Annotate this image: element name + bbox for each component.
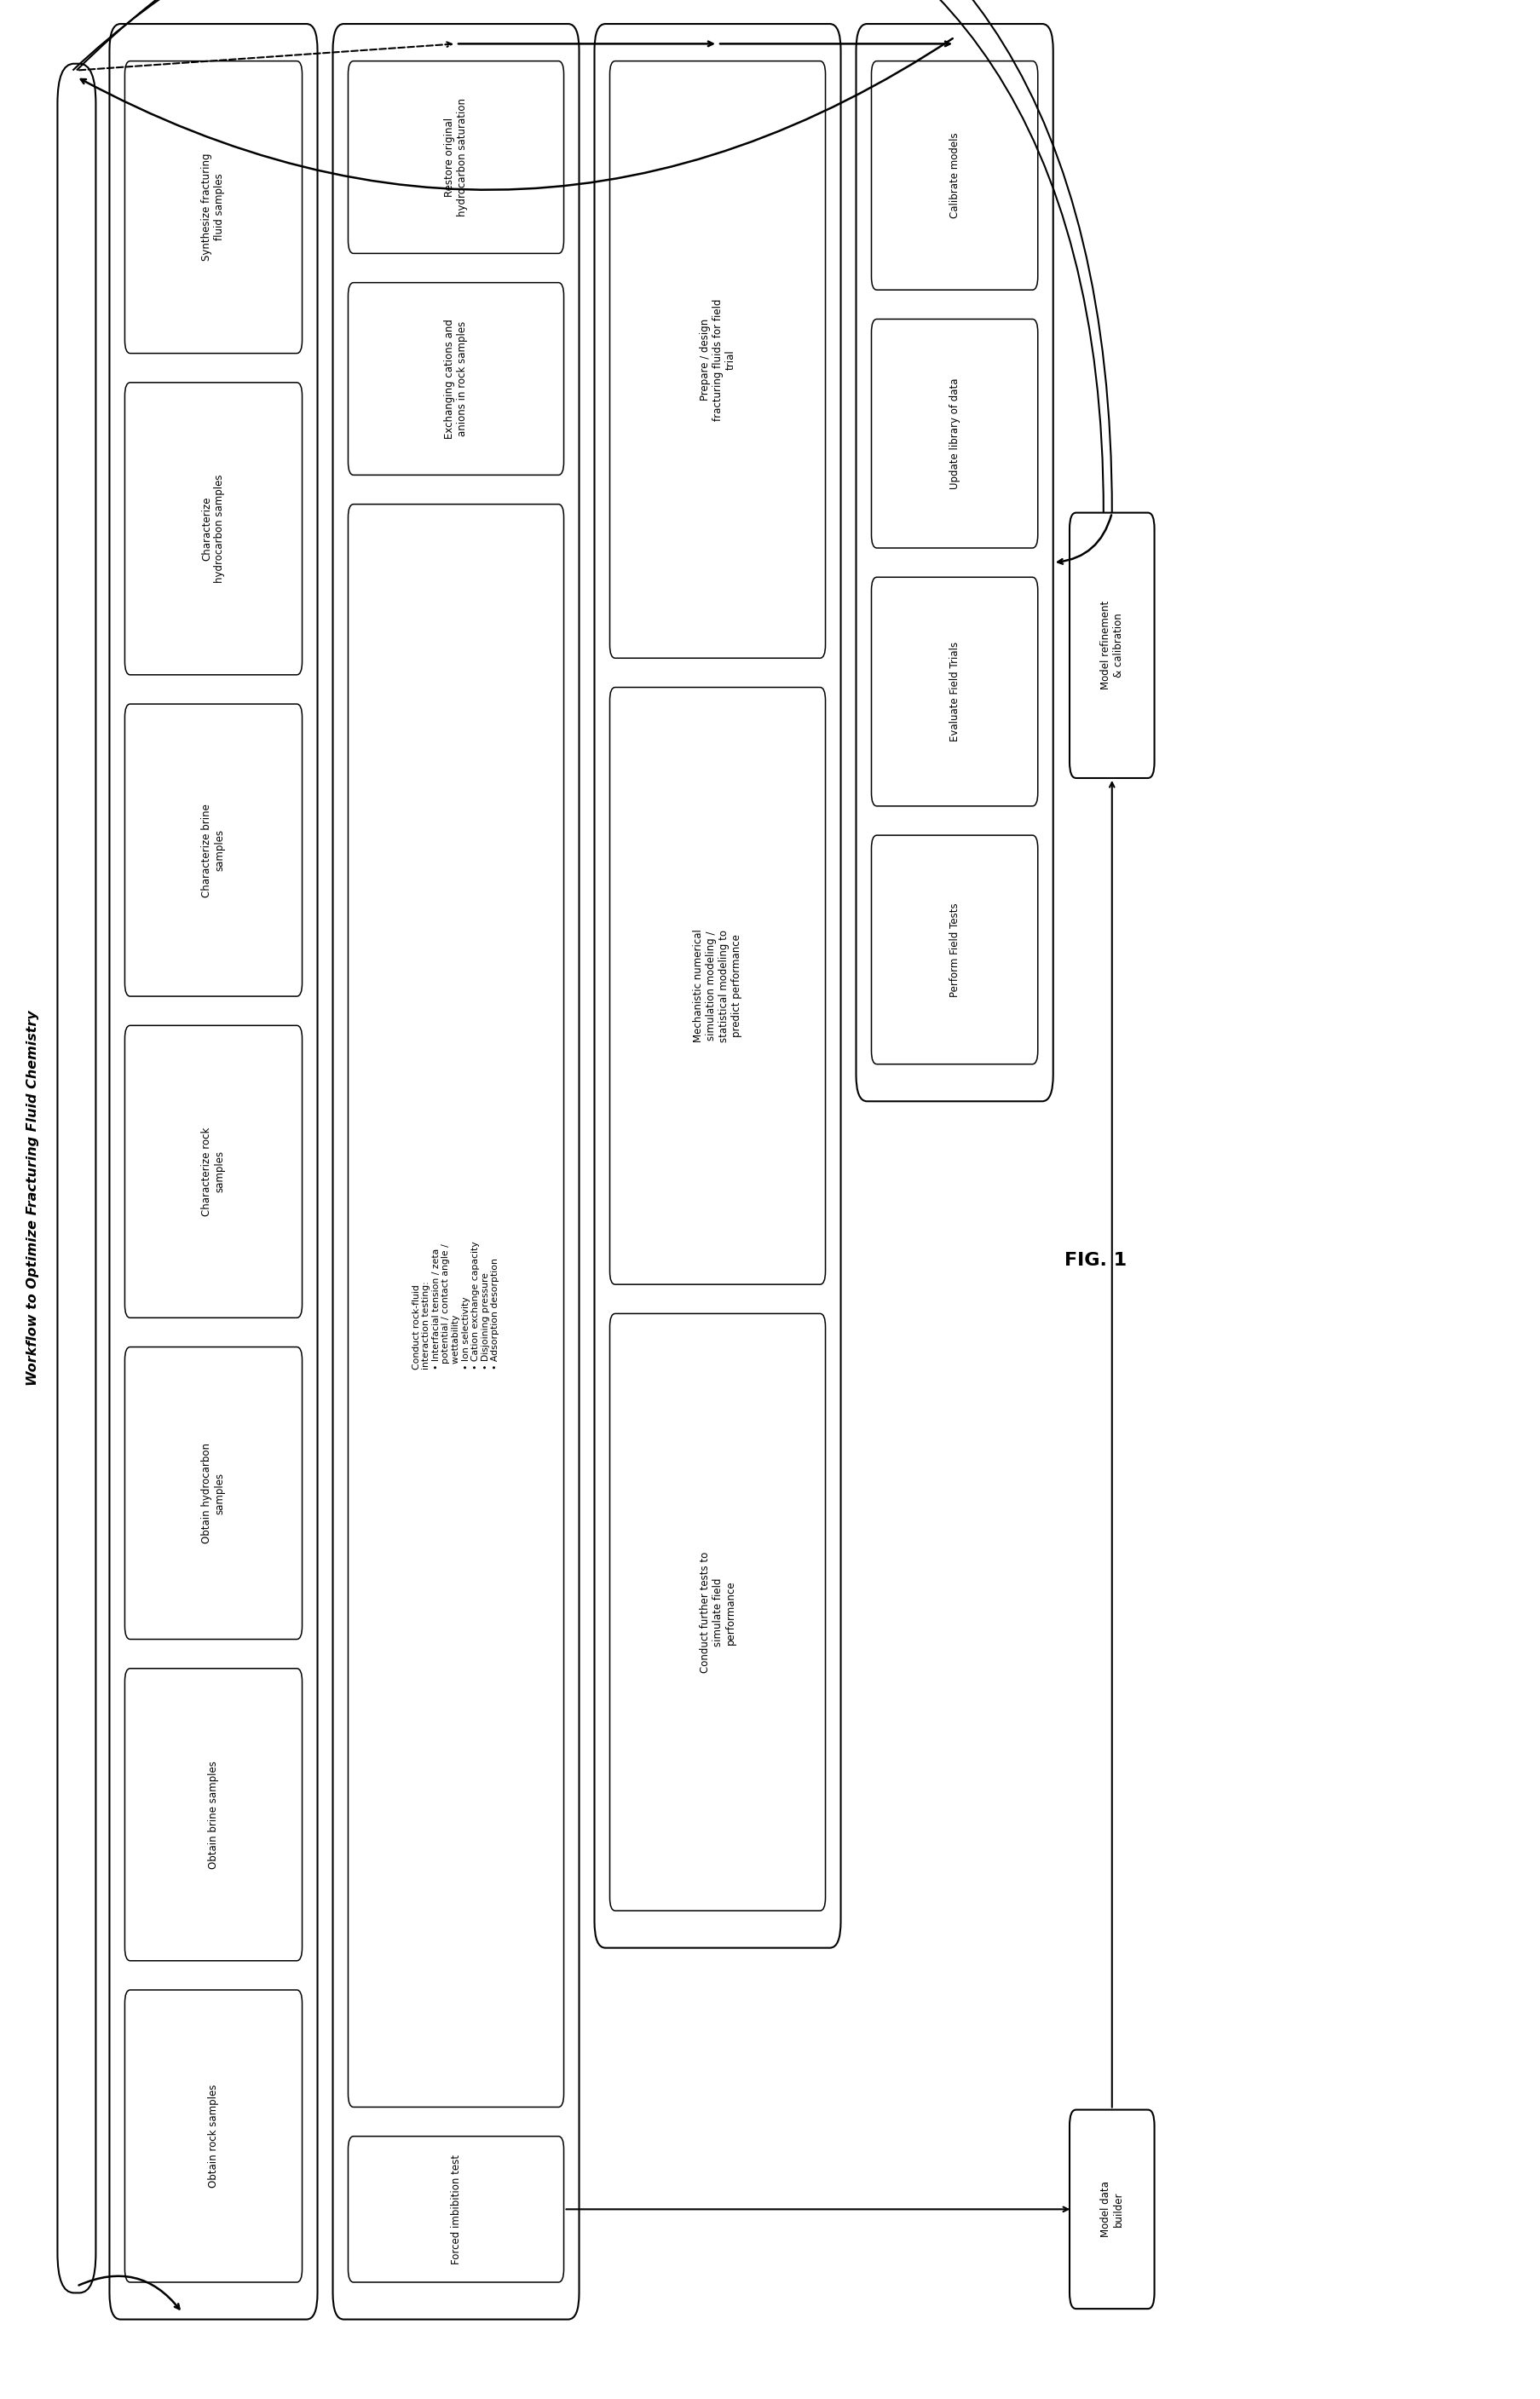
FancyBboxPatch shape xyxy=(333,24,579,2320)
Text: Obtain hydrocarbon
samples: Obtain hydrocarbon samples xyxy=(202,1442,225,1543)
Text: Obtain rock samples: Obtain rock samples xyxy=(208,2085,219,2188)
Text: Characterize
hydrocarbon samples: Characterize hydrocarbon samples xyxy=(202,475,225,583)
Text: Model data
builder: Model data builder xyxy=(1100,2181,1123,2238)
Text: Forced imbibition test: Forced imbibition test xyxy=(450,2154,462,2265)
FancyBboxPatch shape xyxy=(348,504,564,2106)
Text: Conduct further tests to
simulate field
performance: Conduct further tests to simulate field … xyxy=(699,1552,736,1672)
FancyBboxPatch shape xyxy=(872,60,1038,290)
FancyBboxPatch shape xyxy=(872,578,1038,806)
FancyBboxPatch shape xyxy=(125,60,302,353)
FancyBboxPatch shape xyxy=(610,689,825,1283)
FancyBboxPatch shape xyxy=(125,703,302,996)
FancyBboxPatch shape xyxy=(125,1346,302,1639)
FancyBboxPatch shape xyxy=(125,1989,302,2281)
Text: Obtain brine samples: Obtain brine samples xyxy=(208,1761,219,1869)
FancyBboxPatch shape xyxy=(1069,2109,1153,2308)
Text: Mechanistic numerical
simulation modeling /
statistical modeling to
predict perf: Mechanistic numerical simulation modelin… xyxy=(693,928,742,1044)
Text: Restore original
hydrocarbon saturation: Restore original hydrocarbon saturation xyxy=(444,98,468,216)
FancyBboxPatch shape xyxy=(610,60,825,657)
FancyBboxPatch shape xyxy=(872,835,1038,1065)
FancyBboxPatch shape xyxy=(125,381,302,674)
FancyBboxPatch shape xyxy=(872,319,1038,547)
FancyBboxPatch shape xyxy=(348,2135,564,2281)
Text: Exchanging cations and
anions in rock samples: Exchanging cations and anions in rock sa… xyxy=(444,319,468,439)
FancyBboxPatch shape xyxy=(348,60,564,254)
FancyBboxPatch shape xyxy=(125,1667,302,1960)
FancyBboxPatch shape xyxy=(1069,513,1153,777)
FancyBboxPatch shape xyxy=(125,1024,302,1317)
FancyBboxPatch shape xyxy=(610,1315,825,1910)
Text: FIG. 1: FIG. 1 xyxy=(1064,1252,1126,1269)
Text: Calibrate models: Calibrate models xyxy=(949,132,959,218)
FancyBboxPatch shape xyxy=(57,65,95,2293)
FancyBboxPatch shape xyxy=(109,24,317,2320)
Text: Perform Field Tests: Perform Field Tests xyxy=(949,902,959,998)
Text: Workflow to Optimize Fracturing Fluid Chemistry: Workflow to Optimize Fracturing Fluid Ch… xyxy=(26,1010,38,1387)
FancyBboxPatch shape xyxy=(856,24,1052,1101)
Text: Characterize brine
samples: Characterize brine samples xyxy=(202,804,225,897)
FancyBboxPatch shape xyxy=(348,283,564,475)
Text: Model refinement
& calibration: Model refinement & calibration xyxy=(1100,600,1123,691)
Text: Conduct rock-fluid
interaction testing:
• Interfacial tension / zeta
  potential: Conduct rock-fluid interaction testing: … xyxy=(411,1240,499,1370)
Text: Update library of data: Update library of data xyxy=(949,379,959,489)
Text: Evaluate Field Trials: Evaluate Field Trials xyxy=(949,641,959,741)
Text: Synthesize fracturing
fluid samples: Synthesize fracturing fluid samples xyxy=(202,154,225,261)
FancyBboxPatch shape xyxy=(594,24,841,1948)
Text: Prepare / design
fracturing fluids for field
trial: Prepare / design fracturing fluids for f… xyxy=(699,297,736,420)
Text: Characterize rock
samples: Characterize rock samples xyxy=(202,1128,225,1216)
